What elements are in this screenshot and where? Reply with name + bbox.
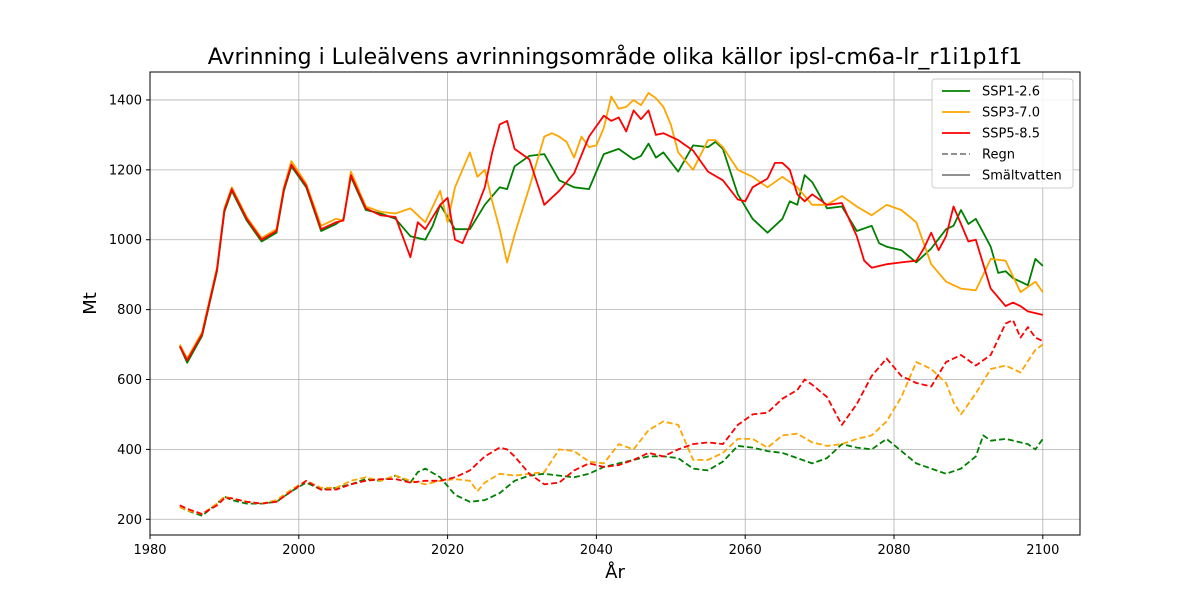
legend-label: Regn xyxy=(982,148,1015,163)
x-tick-label: 2020 xyxy=(431,543,464,558)
y-tick-label: 600 xyxy=(117,373,142,388)
y-tick-label: 1200 xyxy=(109,163,142,178)
legend-label: SSP1-2.6 xyxy=(982,85,1040,100)
legend-label: SSP5-8.5 xyxy=(982,127,1040,142)
x-tick-label: 2000 xyxy=(282,543,315,558)
x-tick-label: 2060 xyxy=(729,543,762,558)
x-axis-label: År xyxy=(605,561,625,583)
x-tick-label: 2100 xyxy=(1026,543,1059,558)
series-group xyxy=(178,92,1044,517)
y-tick-label: 200 xyxy=(117,513,142,528)
plot-frame xyxy=(149,71,1081,536)
x-tick-label: 2080 xyxy=(877,543,910,558)
legend: SSP1-2.6 SSP3-7.0 SSP5-8.5 Regn Smältvatten xyxy=(931,78,1074,189)
series-line-ssp3-7-0-sm-ltvatten xyxy=(179,92,1044,360)
y-tick-label: 400 xyxy=(117,443,142,458)
legend-box xyxy=(931,78,1074,189)
y-tick-label: 800 xyxy=(117,303,142,318)
x-tick-label: 1980 xyxy=(133,543,166,558)
legend-label: SSP3-7.0 xyxy=(982,106,1040,121)
y-tick-label: 1000 xyxy=(109,233,142,248)
grid xyxy=(149,72,1080,535)
x-tick-label: 2040 xyxy=(580,543,613,558)
axis-ticks: 1980 2000 2020 2040 2060 2080 2100 200 400 600 800… xyxy=(109,93,1059,558)
y-tick-label: 1400 xyxy=(109,93,142,108)
series-line-ssp5-8-5-sm-ltvatten xyxy=(179,109,1044,362)
y-axis-label: Mt xyxy=(80,292,101,315)
series-line-ssp5-8-5-regn xyxy=(179,319,1044,515)
chart-title: Avrinning i Luleälvens avrinningsområde … xyxy=(208,44,1023,70)
legend-label: Smältvatten xyxy=(982,169,1062,184)
